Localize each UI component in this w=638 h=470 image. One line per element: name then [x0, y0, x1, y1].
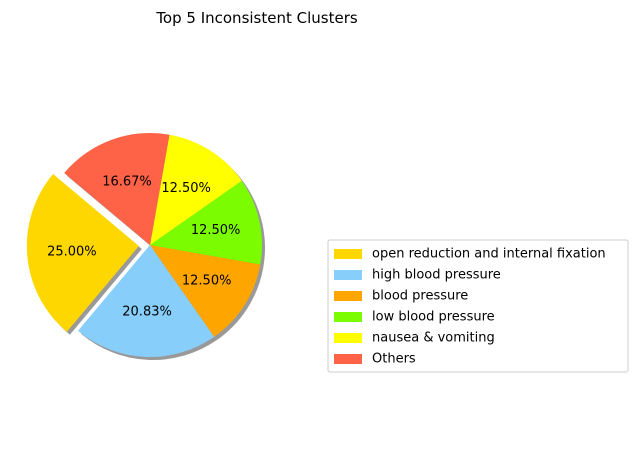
value-label-low-blood-pressure: 12.50%	[191, 223, 241, 238]
legend-swatch-nausea-vomiting	[334, 333, 362, 343]
slice-low-blood-pressure	[150, 180, 262, 265]
slice-high-blood-pressure	[78, 245, 215, 357]
legend-label-nausea-vomiting: nausea & vomiting	[372, 331, 495, 346]
legend-label-low-blood-pressure: low blood pressure	[372, 310, 495, 325]
slice-blood-pressure	[150, 245, 261, 337]
legend-swatch-high-blood-pressure	[334, 270, 362, 280]
legend-swatch-blood-pressure	[334, 291, 362, 301]
legend-swatch-low-blood-pressure	[334, 312, 362, 322]
value-label-blood-pressure: 12.50%	[182, 274, 232, 289]
legend-label-others: Others	[372, 352, 416, 367]
legend: open reduction and internal fixation high…	[327, 239, 629, 373]
value-label-others: 16.67%	[102, 174, 152, 189]
legend-label-high-blood-pressure: high blood pressure	[372, 268, 501, 283]
value-label-open-reduction-and-internal-fixation: 25.00%	[47, 244, 97, 259]
legend-label-open-reduction-and-internal-fixation: open reduction and internal fixation	[372, 247, 606, 262]
legend-frame	[327, 239, 629, 373]
chart-title: Top 5 Inconsistent Clusters	[155, 9, 358, 27]
legend-swatch-open-reduction-and-internal-fixation	[334, 249, 362, 259]
legend-label-blood-pressure: blood pressure	[372, 289, 468, 304]
value-label-nausea-vomiting: 12.50%	[161, 181, 211, 196]
pie-slices	[26, 133, 262, 357]
legend-swatch-others	[334, 354, 362, 364]
slice-nausea-vomiting	[150, 134, 242, 245]
pie-value-labels: 25.00% 20.83% 12.50% 12.50% 12.50% 16.67%	[47, 174, 240, 319]
slice-open-reduction-and-internal-fixation	[26, 173, 139, 332]
value-label-high-blood-pressure: 20.83%	[122, 305, 172, 320]
slice-others	[64, 133, 170, 245]
